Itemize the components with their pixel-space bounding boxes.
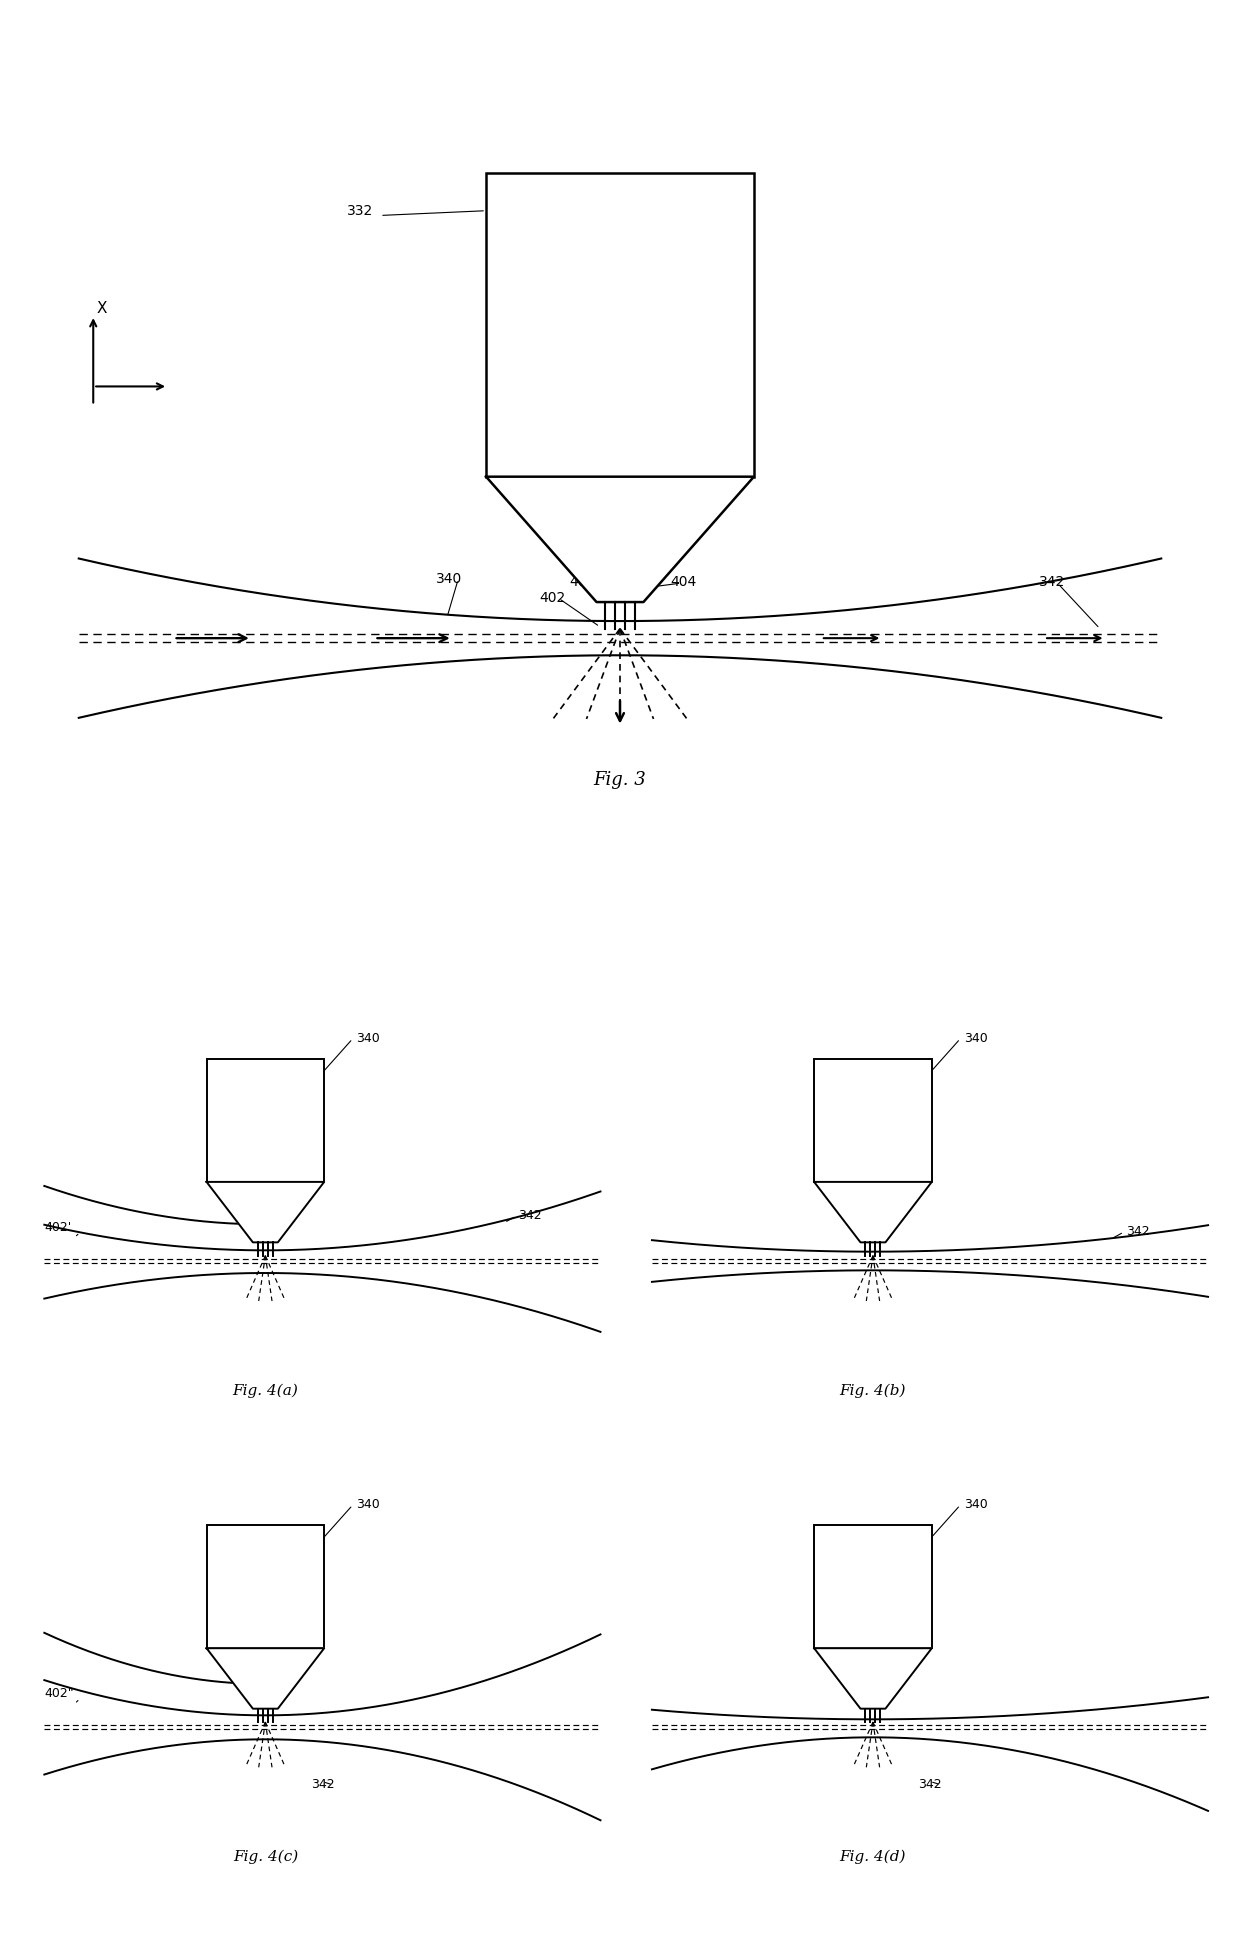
Text: 340: 340 [963,1498,987,1512]
Text: 342: 342 [518,1209,542,1222]
Polygon shape [486,476,754,602]
Text: 342: 342 [1126,1226,1149,1238]
Text: 406: 406 [569,575,596,589]
Polygon shape [815,1181,931,1242]
Polygon shape [207,1181,324,1242]
Text: Fig. 4(c): Fig. 4(c) [233,1850,298,1865]
Text: 332: 332 [346,204,373,218]
Text: 402": 402" [45,1687,74,1700]
Text: Fig. 3: Fig. 3 [594,771,646,789]
Text: Fig. 4(a): Fig. 4(a) [232,1383,299,1399]
Text: 404: 404 [670,575,697,589]
Text: 342: 342 [1039,575,1065,589]
Bar [815,1059,931,1181]
Bar [815,1525,931,1648]
Polygon shape [207,1648,324,1708]
Text: 340: 340 [436,571,463,587]
Polygon shape [815,1648,931,1708]
Text: 342: 342 [310,1778,335,1791]
Text: Fig. 4(b): Fig. 4(b) [839,1383,906,1399]
Text: 402: 402 [539,591,565,604]
Text: X: X [97,301,107,317]
Text: 402': 402' [45,1220,72,1234]
Text: 340: 340 [356,1032,379,1045]
Text: 340: 340 [963,1032,987,1045]
Bar [207,1059,324,1181]
Text: 340: 340 [356,1498,379,1512]
Bar [486,173,754,476]
Text: Fig. 4(d): Fig. 4(d) [839,1850,906,1865]
Bar [207,1525,324,1648]
Text: 342: 342 [918,1778,942,1791]
